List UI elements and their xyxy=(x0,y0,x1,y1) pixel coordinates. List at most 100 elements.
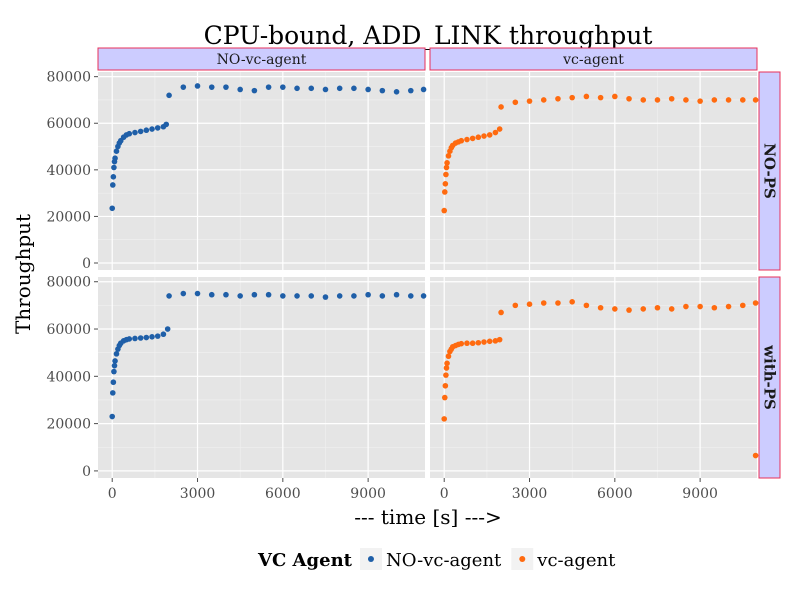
data-point xyxy=(445,353,452,360)
data-point xyxy=(112,358,118,364)
data-point xyxy=(739,302,746,309)
data-point xyxy=(612,93,618,100)
data-point xyxy=(194,290,201,297)
data-point xyxy=(166,92,172,99)
data-point xyxy=(132,335,138,342)
row-strip-label: with-PS xyxy=(761,344,779,410)
data-point xyxy=(668,306,675,312)
data-point xyxy=(739,97,746,103)
x-tick-label: 3000 xyxy=(180,486,216,502)
data-point xyxy=(752,300,759,306)
data-point xyxy=(683,303,689,310)
y-tick-label: 20000 xyxy=(46,209,91,225)
data-point xyxy=(441,207,448,214)
data-point xyxy=(469,340,476,347)
data-point xyxy=(265,291,272,298)
data-point xyxy=(143,127,150,134)
data-point xyxy=(379,293,386,299)
data-point xyxy=(351,85,357,92)
data-point xyxy=(498,309,504,316)
data-point xyxy=(208,291,215,298)
data-point xyxy=(180,84,187,90)
x-tick-label: 3000 xyxy=(512,486,548,502)
data-point xyxy=(711,97,718,103)
data-point xyxy=(512,99,519,106)
legend-entry-label: vc-agent xyxy=(536,550,616,571)
data-point xyxy=(555,300,561,306)
data-point xyxy=(154,333,161,339)
data-point xyxy=(322,294,329,300)
data-point xyxy=(442,382,449,389)
data-point xyxy=(280,293,286,299)
data-point xyxy=(109,413,116,420)
data-point xyxy=(496,126,503,132)
data-point xyxy=(443,365,450,371)
data-point xyxy=(640,306,647,312)
data-point xyxy=(163,121,170,128)
data-point xyxy=(492,129,499,136)
data-point xyxy=(458,340,465,347)
data-point xyxy=(496,336,503,343)
data-point xyxy=(113,351,120,357)
data-point xyxy=(441,394,448,401)
data-point xyxy=(223,291,229,298)
chart-title: CPU-bound, ADD_LINK throughput xyxy=(204,21,653,50)
data-point xyxy=(443,171,449,178)
data-point xyxy=(109,390,116,396)
data-point xyxy=(469,135,476,142)
data-point xyxy=(109,182,116,188)
y-tick-label: 0 xyxy=(82,256,91,272)
panel-background xyxy=(98,277,425,478)
data-point xyxy=(540,300,547,306)
x-axis-title: --- time [s] ---> xyxy=(354,505,501,529)
data-point xyxy=(251,87,258,94)
data-point xyxy=(725,303,732,310)
y-axis-title: Throughput xyxy=(11,214,35,334)
y-tick-label: 80000 xyxy=(46,275,91,291)
data-point xyxy=(143,334,150,341)
legend-key-dot xyxy=(367,556,374,562)
row-strip xyxy=(758,71,781,271)
data-point xyxy=(336,85,343,92)
data-point xyxy=(654,304,661,311)
panels: NO-vc-agent vc-agent NO-PS with-PS 0 20000 400… xyxy=(46,47,781,502)
x-tick-label: 6000 xyxy=(265,486,301,502)
data-point xyxy=(445,153,452,159)
x-tick-label: 9000 xyxy=(682,486,718,502)
y-tick-label: 20000 xyxy=(46,417,91,433)
data-point xyxy=(111,362,118,369)
data-point xyxy=(280,84,286,90)
data-point xyxy=(540,97,547,103)
x-tick-label: 6000 xyxy=(597,486,633,502)
data-point xyxy=(626,307,632,313)
data-point xyxy=(441,189,448,195)
column-strip-label: NO-vc-agent xyxy=(217,52,307,68)
data-point xyxy=(697,303,703,310)
row-strip-label: NO-PS xyxy=(761,143,779,199)
legend-entry-label: NO-vc-agent xyxy=(386,550,502,571)
y-tick-label: 60000 xyxy=(46,322,91,338)
data-point xyxy=(420,86,427,93)
data-point xyxy=(111,164,117,171)
data-point xyxy=(697,98,703,104)
data-point xyxy=(379,87,386,94)
data-point xyxy=(137,128,144,135)
data-point xyxy=(498,104,504,110)
data-point xyxy=(583,302,590,309)
data-point xyxy=(486,338,493,345)
data-point xyxy=(110,174,117,180)
data-point xyxy=(725,97,732,103)
data-point xyxy=(711,304,718,311)
x-tick-label: 0 xyxy=(108,486,117,502)
data-point xyxy=(132,129,138,136)
data-point xyxy=(111,368,117,375)
data-point xyxy=(668,95,675,102)
data-point xyxy=(612,306,618,312)
data-point xyxy=(208,84,215,90)
data-point xyxy=(265,84,272,90)
data-point xyxy=(597,94,604,101)
data-point xyxy=(597,304,604,311)
data-point xyxy=(458,137,465,144)
data-point xyxy=(583,93,590,100)
